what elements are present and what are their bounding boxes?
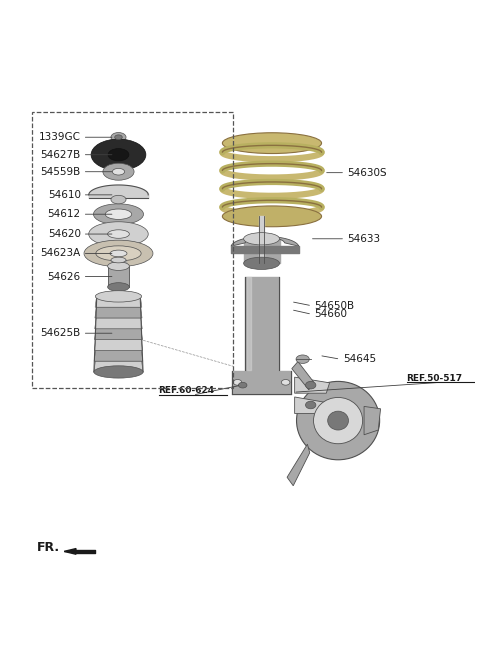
Polygon shape [95,318,142,328]
Ellipse shape [111,257,126,263]
Text: 54610: 54610 [48,190,81,200]
Text: 54620: 54620 [48,229,81,239]
Ellipse shape [222,206,322,227]
Ellipse shape [96,290,142,302]
Polygon shape [95,296,142,307]
Ellipse shape [94,366,143,378]
Ellipse shape [105,209,132,219]
Text: REF.50-517: REF.50-517 [407,374,463,382]
Ellipse shape [233,380,242,385]
Ellipse shape [281,380,290,385]
Text: 54660: 54660 [314,309,348,319]
Ellipse shape [111,195,126,204]
Ellipse shape [244,257,279,269]
Text: 54633: 54633 [348,234,381,244]
Polygon shape [364,407,381,435]
Text: 1339GC: 1339GC [39,132,81,142]
Text: 54623A: 54623A [40,248,81,258]
Text: 54627B: 54627B [40,150,81,160]
Ellipse shape [103,163,134,180]
Ellipse shape [94,204,144,225]
Ellipse shape [297,382,380,460]
Ellipse shape [110,250,127,257]
Polygon shape [108,266,129,287]
Text: 54559B: 54559B [40,167,81,177]
Ellipse shape [96,246,141,261]
Ellipse shape [89,222,148,246]
Polygon shape [94,361,143,372]
Ellipse shape [313,397,362,443]
Polygon shape [292,361,313,390]
Text: 54630S: 54630S [348,168,387,177]
Polygon shape [95,307,142,318]
Ellipse shape [296,355,309,363]
Ellipse shape [91,139,146,170]
Ellipse shape [305,382,316,389]
Text: 54625B: 54625B [40,328,81,338]
Text: 54645: 54645 [343,354,376,364]
Text: REF.60-624: REF.60-624 [158,386,215,396]
Ellipse shape [305,401,316,409]
Ellipse shape [244,233,279,245]
Ellipse shape [115,135,122,139]
Polygon shape [287,444,310,486]
Ellipse shape [108,230,129,238]
Ellipse shape [108,283,129,291]
Polygon shape [95,328,143,340]
Ellipse shape [328,411,348,430]
Polygon shape [64,549,76,555]
Text: FR.: FR. [37,541,60,554]
Ellipse shape [84,240,153,267]
Ellipse shape [108,262,129,271]
Polygon shape [295,397,330,413]
Polygon shape [295,377,330,393]
Text: 54612: 54612 [48,209,81,219]
Ellipse shape [239,382,247,388]
Ellipse shape [222,133,322,154]
Text: 54650B: 54650B [314,301,355,311]
Polygon shape [231,237,299,246]
Polygon shape [94,350,143,361]
Ellipse shape [112,168,125,175]
Polygon shape [95,340,143,350]
Ellipse shape [108,148,129,161]
Ellipse shape [111,133,126,142]
Text: 54626: 54626 [48,271,81,282]
